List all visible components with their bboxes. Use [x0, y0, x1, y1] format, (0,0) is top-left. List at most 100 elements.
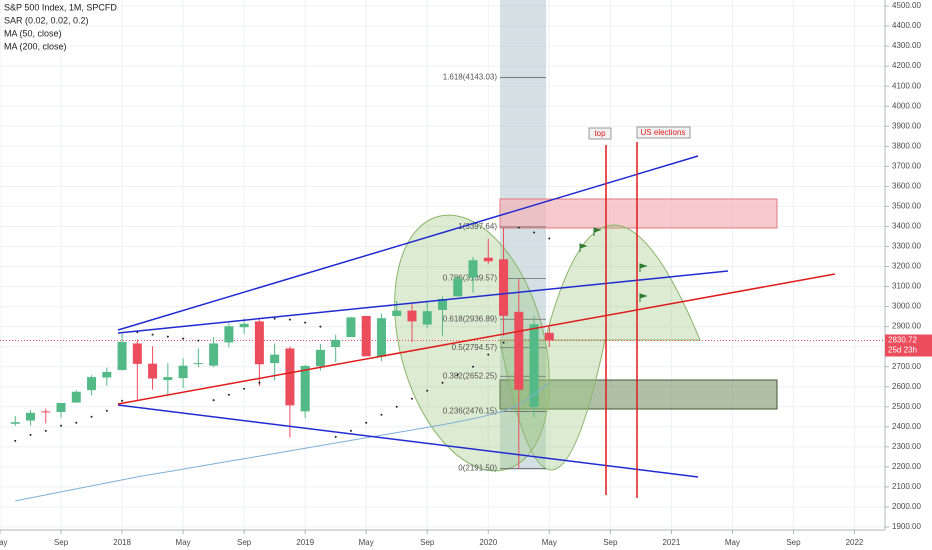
- y-tick-label: 2500.00: [892, 402, 921, 411]
- y-tick-label: 4200.00: [892, 61, 921, 70]
- candle-body: [71, 391, 81, 403]
- time-axis-bg: [0, 530, 932, 550]
- y-tick-label: 4100.00: [892, 81, 921, 90]
- annotation: top: [594, 129, 606, 138]
- candle-body: [56, 402, 66, 412]
- candle-body: [544, 332, 554, 341]
- candle-body: [178, 365, 188, 379]
- candle-body: [87, 377, 97, 391]
- sar-dot: [365, 421, 368, 424]
- candle-body: [529, 324, 539, 407]
- sar-dot: [456, 373, 459, 376]
- candle-body: [163, 377, 173, 381]
- candle-body: [102, 371, 112, 378]
- sar-dot: [410, 397, 413, 400]
- y-tick-label: 2700.00: [892, 362, 921, 371]
- flag: [579, 243, 588, 252]
- sar-dot: [273, 317, 276, 320]
- candle-body: [270, 354, 280, 364]
- x-tick-label: Sep: [786, 538, 801, 547]
- series: [0, 226, 885, 502]
- price-axis-bg: [885, 0, 932, 550]
- legend: S&P 500 Index, 1M, SPCFD SAR (0.02, 0.02…: [4, 2, 117, 51]
- candle-body: [26, 412, 36, 421]
- sar-dot: [304, 321, 307, 324]
- legend-item: SAR (0.02, 0.02, 0.2): [4, 15, 89, 25]
- candle-body: [438, 298, 447, 310]
- fib-label: 0.236(2476.15): [443, 407, 498, 416]
- y-tick-label: 2900.00: [892, 322, 921, 331]
- sar-dot: [258, 381, 261, 384]
- candle-body: [376, 318, 386, 357]
- fib-label: 1.618(4143.03): [443, 73, 498, 82]
- sar-dot: [182, 337, 185, 340]
- y-tick-label: 2600.00: [892, 382, 921, 391]
- y-tick-label: 3200.00: [892, 262, 921, 271]
- fib-label: 0.382(2652.25): [443, 371, 498, 380]
- candle-body: [392, 310, 402, 316]
- y-tick-label: 3100.00: [892, 282, 921, 291]
- candle-body: [422, 311, 432, 325]
- candle-body: [239, 323, 249, 328]
- trendlines: top US elections: [117, 126, 836, 498]
- sar-dot: [14, 439, 17, 442]
- sar-dot: [227, 393, 230, 396]
- x-tick-label: May: [542, 538, 557, 547]
- candle-body: [483, 257, 493, 262]
- fib-label: 0.786(3139.57): [443, 274, 498, 283]
- x-tick-label: 2021: [662, 538, 680, 547]
- candle-body: [224, 326, 234, 343]
- sar-dot: [75, 421, 78, 424]
- fib-label: 0(2191.50): [458, 464, 497, 473]
- trendline: [117, 273, 836, 405]
- fib-label: 1(3397.64): [458, 222, 497, 231]
- last-price-label: 2830.72: [888, 336, 917, 345]
- candle-body: [117, 341, 127, 371]
- sar-dot: [548, 237, 551, 240]
- candle-body: [346, 317, 356, 338]
- sar-dot: [151, 333, 154, 336]
- projection-ellipse: [394, 214, 550, 472]
- y-tick-label: 3500.00: [892, 201, 921, 210]
- y-tick-label: 2200.00: [892, 462, 921, 471]
- candle-body: [499, 259, 509, 316]
- sar-dot: [197, 339, 200, 342]
- annotation-box: [588, 127, 612, 140]
- candle-body: [41, 411, 51, 413]
- y-tick-label: 1900.00: [892, 522, 921, 531]
- annotation-box: [636, 126, 691, 139]
- y-tick-label: 2300.00: [892, 442, 921, 451]
- countdown: 25d 23h: [888, 346, 917, 355]
- candle-body: [331, 339, 341, 348]
- x-tick-label: 2019: [296, 538, 314, 547]
- candle-body: [407, 310, 417, 322]
- sar-dot: [60, 424, 63, 427]
- candle-body: [254, 321, 264, 365]
- candle-body: [300, 365, 310, 412]
- resistance-zone: [499, 198, 778, 229]
- candle-body: [514, 311, 524, 390]
- sar-dot: [288, 318, 291, 321]
- y-tick-label: 2000.00: [892, 502, 921, 511]
- y-tick-label: 4500.00: [892, 1, 921, 10]
- y-tick-label: 3900.00: [892, 121, 921, 130]
- x-tick-label: Sep: [237, 538, 252, 547]
- y-tick-label: 3300.00: [892, 242, 921, 251]
- sar-dot: [517, 226, 520, 229]
- candle-body: [193, 363, 203, 365]
- y-tick-label: 4300.00: [892, 41, 921, 50]
- sar-dot: [426, 389, 429, 392]
- flag: [639, 293, 648, 302]
- sar-dot: [487, 353, 490, 356]
- y-tick-label: 3600.00: [892, 181, 921, 190]
- y-tick-label: 4000.00: [892, 101, 921, 110]
- sar-dot: [105, 409, 108, 412]
- ma-line: [15, 382, 550, 502]
- legend-title: S&P 500 Index, 1M, SPCFD: [4, 2, 117, 12]
- legend-item: MA (50, close): [4, 28, 62, 38]
- sar-dot: [90, 415, 93, 418]
- sar-dot: [29, 433, 32, 436]
- trendline: [117, 270, 729, 334]
- sar-dot: [395, 405, 398, 408]
